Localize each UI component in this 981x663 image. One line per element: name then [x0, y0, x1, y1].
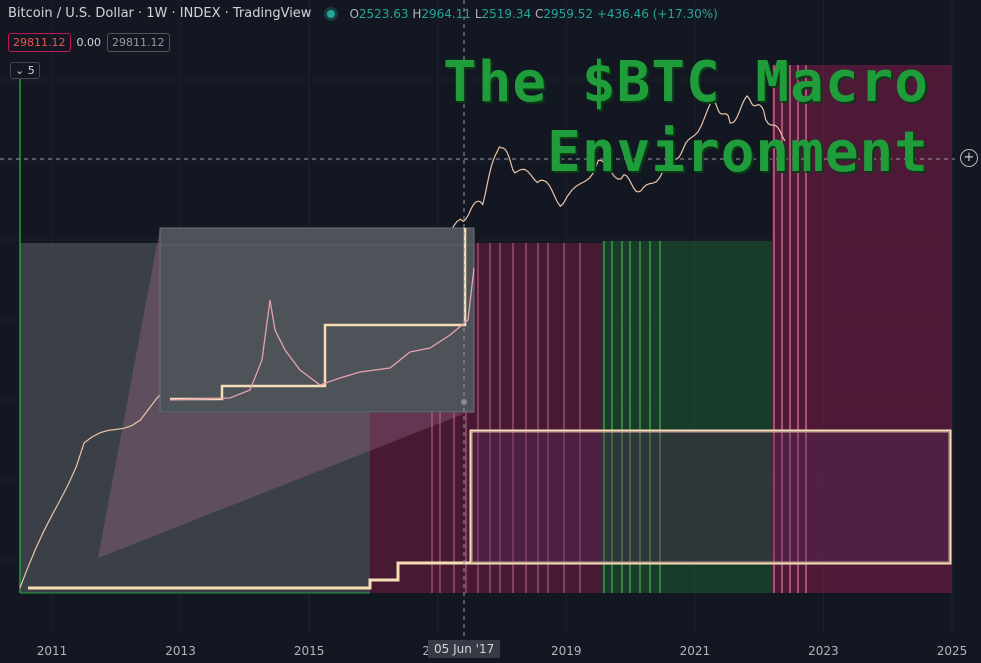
- x-tick-label: 2023: [808, 644, 839, 658]
- l-value: 2519.34: [481, 6, 532, 21]
- crosshair-date-label: 05 Jun '17: [428, 640, 501, 658]
- sell-price[interactable]: 29811.12: [8, 33, 71, 52]
- x-tick-label: 2021: [679, 644, 711, 658]
- x-tick-label: 2025: [936, 644, 968, 658]
- inset-staircase: [170, 228, 467, 401]
- legend-count: 5: [27, 64, 35, 77]
- inset-chart: [159, 227, 475, 413]
- x-tick-label: 2015: [293, 644, 325, 658]
- c-label: C: [534, 6, 544, 21]
- range-staircase: [28, 429, 952, 590]
- zone-bear-2: [772, 65, 952, 593]
- change-value: +436.46 (+17.30%): [596, 6, 718, 21]
- chart-title: The $BTC Macro Environment: [443, 48, 929, 188]
- price-row: 29811.12 0.00 29811.12: [8, 33, 170, 52]
- buy-price[interactable]: 29811.12: [107, 33, 170, 52]
- crosshair-plus-icon[interactable]: +: [960, 149, 978, 167]
- l-label: L: [474, 6, 482, 21]
- ohlc-readout: O2523.63 H2964.11 L2519.34 C2959.52 +436…: [349, 7, 717, 21]
- legend-toggle[interactable]: ⌄ 5: [10, 62, 40, 79]
- symbol-title[interactable]: Bitcoin / U.S. Dollar · 1W · INDEX · Tra…: [8, 6, 312, 21]
- title-line-1: The $BTC Macro: [442, 50, 929, 115]
- range-box-fill: [471, 431, 950, 563]
- chevron-down-icon: ⌄: [15, 64, 25, 77]
- h-value: 2964.11: [421, 6, 471, 21]
- title-line-2: Environment: [547, 120, 929, 185]
- spread-value: 0.00: [76, 36, 102, 49]
- o-label: O: [349, 6, 359, 21]
- range-boxes: [28, 429, 952, 590]
- x-tick-label: 2019: [551, 644, 582, 658]
- market-status-dot: [327, 9, 336, 18]
- chart-header: Bitcoin / U.S. Dollar · 1W · INDEX · Tra…: [8, 6, 718, 21]
- x-tick-label: 2013: [165, 644, 196, 658]
- h-label: H: [412, 6, 422, 21]
- o-value: 2523.63: [358, 6, 409, 21]
- c-value: 2959.52: [543, 6, 593, 21]
- x-tick-label: 2011: [36, 644, 68, 658]
- inset-pointer-wedge: [98, 228, 466, 558]
- inset-price-line: [169, 267, 475, 401]
- inset-frame: [159, 227, 475, 413]
